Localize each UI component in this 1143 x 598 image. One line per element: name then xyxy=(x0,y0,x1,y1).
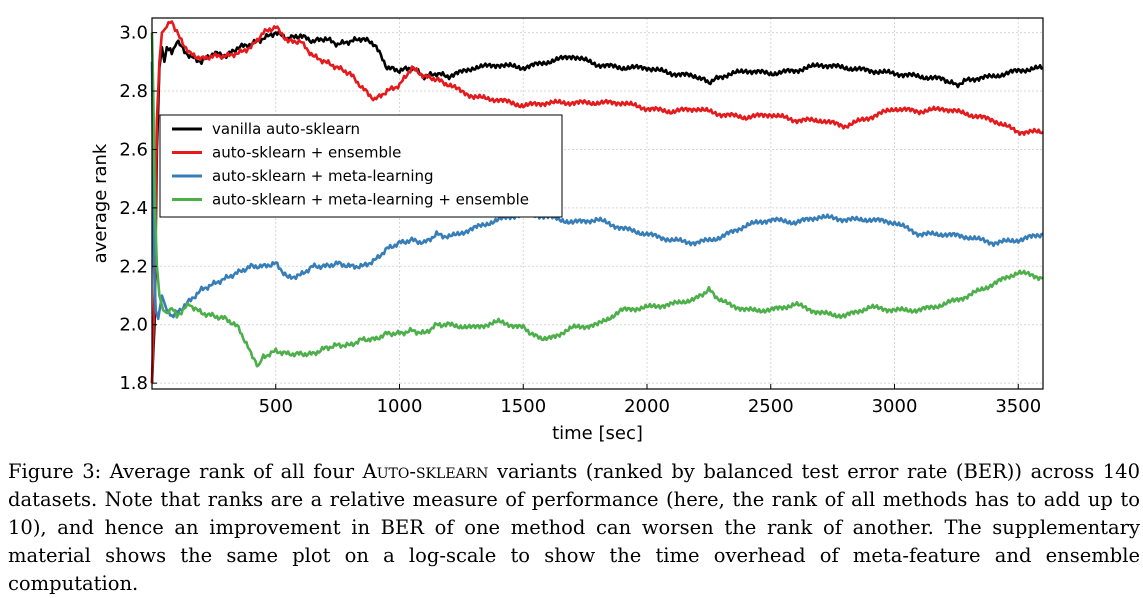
series-line xyxy=(150,20,1044,384)
series-lines xyxy=(150,20,1044,384)
y-tick-label: 2.8 xyxy=(119,81,148,102)
legend-label: auto-sklearn + ensemble xyxy=(212,144,401,162)
line-chart: 500 1000 1500 2000 2500 3000 3500 1.8 2.0 2.2 2.4 2… xyxy=(90,17,1044,444)
y-tick-label: 2.4 xyxy=(119,198,148,219)
x-tick-label: 3000 xyxy=(872,396,918,417)
figure-caption: Figure 3: Average rank of all four Auto-… xyxy=(8,458,1140,598)
series-line xyxy=(150,30,1044,384)
x-tick-label: 3500 xyxy=(995,396,1041,417)
legend-label: vanilla auto-sklearn xyxy=(212,120,360,138)
x-tick-label: 500 xyxy=(259,396,293,417)
series-line xyxy=(150,61,1044,321)
x-tick-label: 2000 xyxy=(624,396,670,417)
y-tick-label: 2.6 xyxy=(119,139,148,160)
x-axis-label: time [sec] xyxy=(552,423,643,444)
legend-box xyxy=(159,114,563,218)
caption-method-name: Auto-sklearn xyxy=(363,460,489,483)
caption-rest: variants (ranked by balanced test error … xyxy=(8,460,1140,595)
y-tick-label: 2.0 xyxy=(119,315,148,336)
caption-prefix: Figure 3: Average rank of all four xyxy=(8,460,363,483)
x-tick-label: 1000 xyxy=(377,396,423,417)
caption-method-name-b: sklearn xyxy=(415,460,489,483)
legend-label: auto-sklearn + meta-learning + ensemble xyxy=(212,191,529,209)
plot-frame xyxy=(151,17,1044,390)
x-tick-label: 2500 xyxy=(748,396,794,417)
legend-label: auto-sklearn + meta-learning xyxy=(212,167,434,185)
caption-method-name-a: Auto- xyxy=(362,460,416,483)
x-tick-label: 1500 xyxy=(500,396,546,417)
y-tick-label: 3.0 xyxy=(119,23,148,44)
series-line xyxy=(150,32,1044,368)
y-axis-label: average rank xyxy=(90,143,111,263)
y-tick-label: 1.8 xyxy=(119,373,148,394)
y-tick-label: 2.2 xyxy=(119,256,148,277)
legend: vanilla auto-sklearn auto-sklearn + ensem… xyxy=(159,114,563,218)
ticks: 500 1000 1500 2000 2500 3000 3500 1.8 2.0 2.2 2.4 2… xyxy=(119,23,1041,417)
